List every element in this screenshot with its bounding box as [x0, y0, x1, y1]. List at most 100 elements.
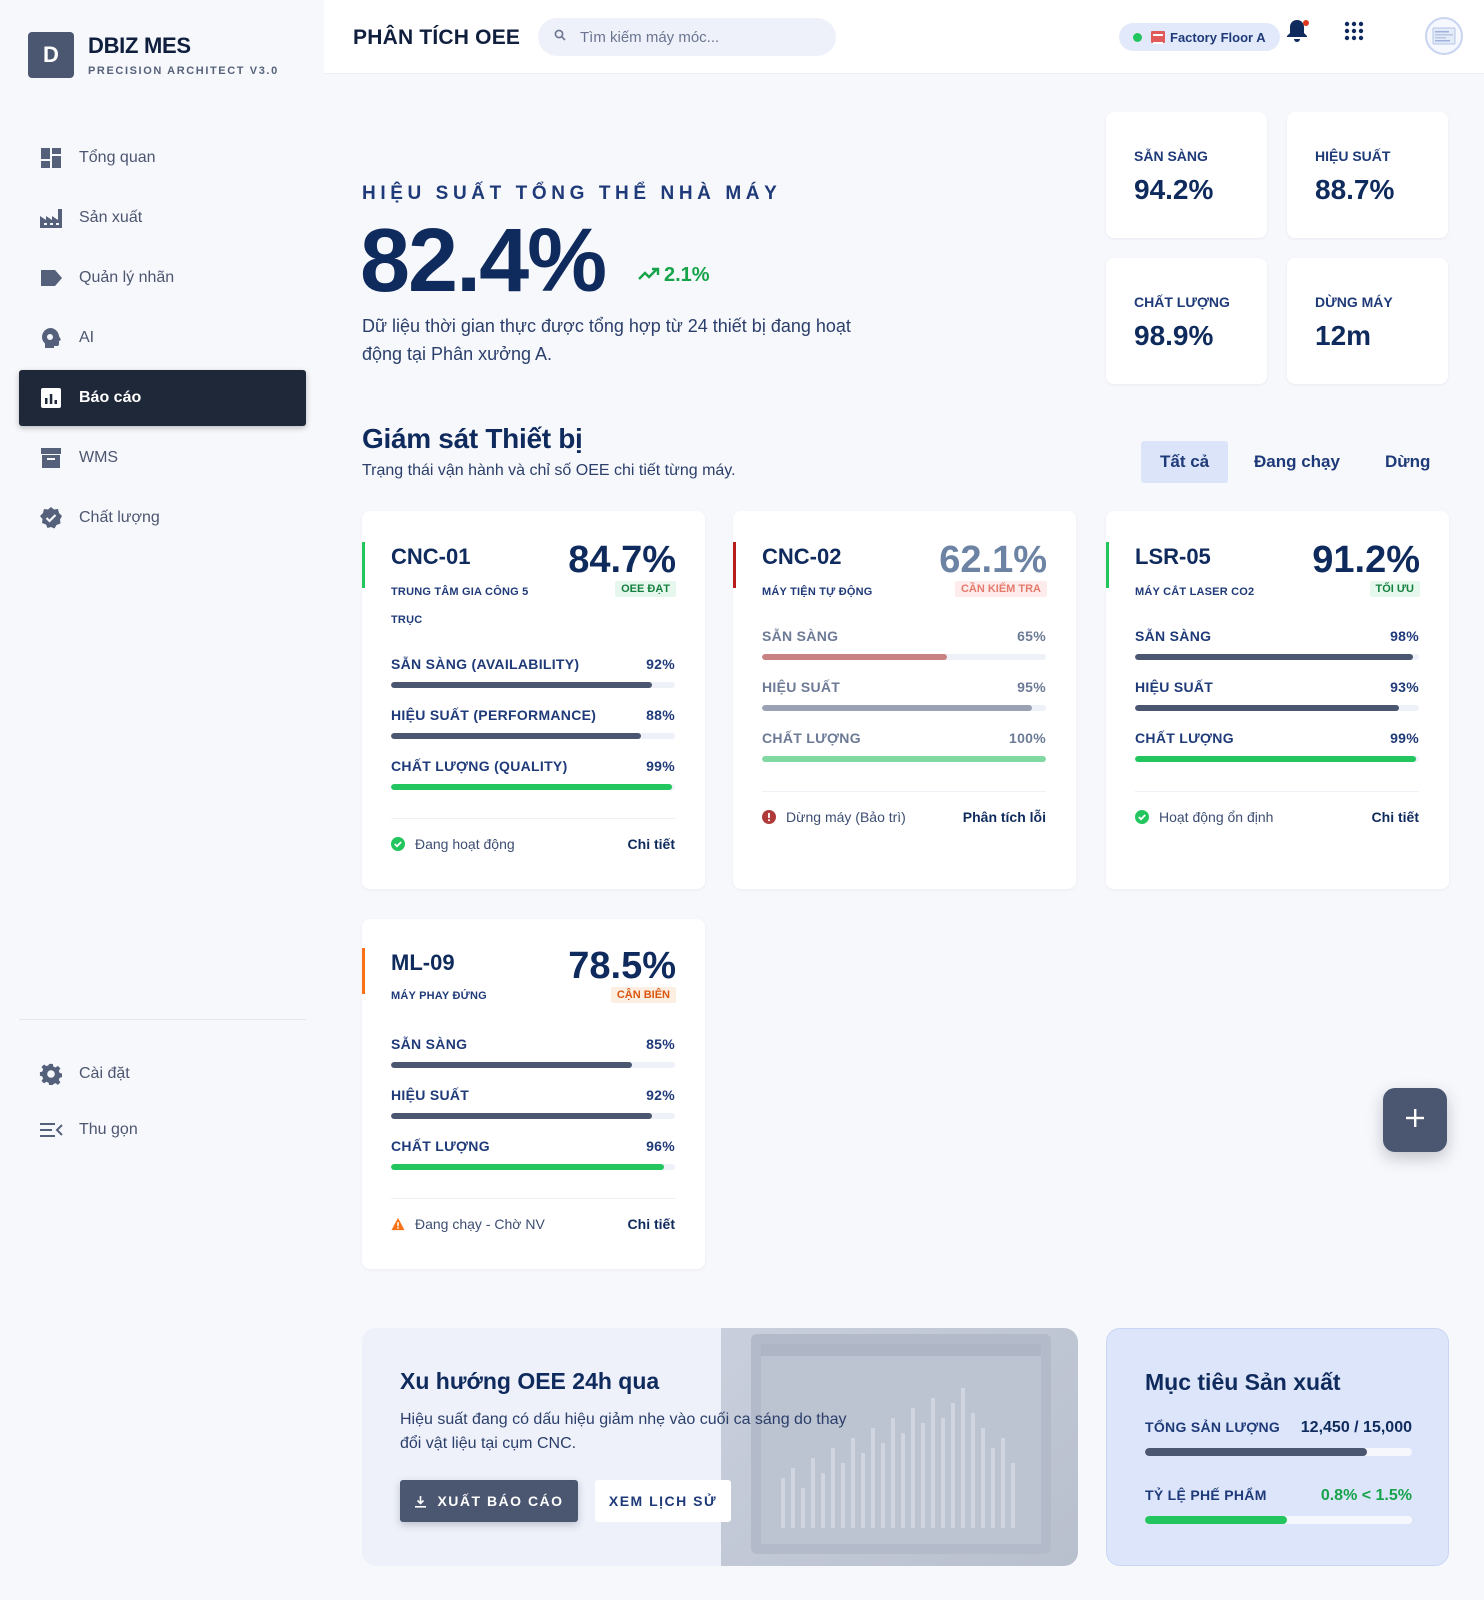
laptop-chart-image	[721, 1328, 1078, 1566]
machine-oee: 78.5%	[568, 945, 676, 987]
details-link[interactable]: Chi tiết	[1371, 808, 1419, 825]
machine-card-cnc-01[interactable]: CNC-01 TRUNG TÂM GIA CÔNG 5 TRỤC 84.7% O…	[362, 511, 705, 889]
details-link[interactable]: Chi tiết	[627, 835, 675, 852]
kpi-label: CHẤT LƯỢNG	[1134, 294, 1230, 310]
metric-fill	[762, 705, 1032, 711]
metric-quality: CHẤT LƯỢNG 99%	[1135, 730, 1419, 762]
sidebar-item-quality[interactable]: Chất lượng	[19, 490, 306, 546]
add-button[interactable]	[1383, 1088, 1447, 1152]
metric-value: 99%	[646, 758, 675, 774]
output-progress-track	[1145, 1448, 1412, 1456]
metric-fill	[1135, 654, 1414, 660]
machine-card-ml-09[interactable]: ML-09 MÁY PHAY ĐỨNG 78.5% CẬN BIÊN SẴN S…	[362, 919, 705, 1269]
sidebar-item-label: Cài đặt	[79, 1065, 130, 1082]
sidebar-item-label: Tổng quan	[79, 149, 156, 166]
metric-value: 99%	[1390, 730, 1419, 746]
status-badge: TỐI ƯU	[1369, 581, 1420, 597]
metric-label: CHẤT LƯỢNG (QUALITY)	[391, 758, 568, 774]
apps-grid-button[interactable]	[1339, 18, 1369, 48]
metric-fill	[391, 1164, 664, 1170]
metric-value: 100%	[1008, 730, 1046, 746]
machine-id: CNC-01	[391, 544, 471, 569]
metric-value: 92%	[646, 656, 675, 672]
details-link[interactable]: Chi tiết	[627, 1215, 675, 1232]
export-report-button[interactable]: XUẤT BÁO CÁO	[400, 1480, 578, 1522]
search-input[interactable]	[580, 28, 810, 46]
apps-grid-icon	[1344, 21, 1364, 46]
goal-title: Mục tiêu Sản xuất	[1145, 1369, 1341, 1395]
sidebar-item-labels[interactable]: Quản lý nhãn	[19, 250, 306, 306]
verified-badge-icon	[39, 506, 63, 530]
sidebar-item-label: Chất lượng	[79, 509, 160, 526]
metric-fill	[762, 654, 947, 660]
oee-trend: 2.1%	[638, 264, 710, 287]
oee-trend-card: Xu hướng OEE 24h qua Hiệu suất đang có d…	[362, 1328, 1078, 1566]
sidebar-item-label: Sản xuất	[79, 209, 143, 226]
sidebar-item-ai[interactable]: AI	[19, 310, 306, 366]
metric-fill	[391, 733, 641, 739]
download-icon	[414, 1495, 427, 1508]
brand[interactable]: D DBIZ MES PRECISION ARCHITECT V3.0	[28, 32, 279, 78]
sidebar-item-production[interactable]: Sản xuất	[19, 190, 306, 246]
metric-track	[1135, 654, 1419, 660]
sidebar-item-overview[interactable]: Tổng quan	[19, 130, 306, 186]
kpi-quality: CHẤT LƯỢNG 98.9%	[1106, 258, 1267, 384]
sidebar-item-collapse[interactable]: Thu gọn	[19, 1104, 306, 1156]
metric-fill	[391, 682, 653, 688]
machine-id: CNC-02	[762, 544, 842, 569]
sidebar-item-wms[interactable]: WMS	[19, 430, 306, 486]
metric-availability: SẴN SÀNG 85%	[391, 1036, 675, 1068]
metric-label: HIỆU SUẤT (PERFORMANCE)	[391, 707, 597, 723]
machine-name: TRUNG TÂM GIA CÔNG 5 TRỤC	[391, 586, 529, 626]
metric-fill	[391, 784, 673, 790]
machine-card-lsr-05[interactable]: LSR-05 MÁY CẮT LASER CO2 91.2% TỐI ƯU SẴ…	[1106, 511, 1449, 889]
metric-track	[762, 654, 1046, 660]
error-analysis-link[interactable]: Phân tích lỗi	[962, 808, 1046, 825]
sidebar-item-settings[interactable]: Cài đặt	[19, 1048, 306, 1100]
sidebar-item-reports[interactable]: Báo cáo	[19, 370, 306, 426]
factory-selector[interactable]: Factory Floor A	[1119, 23, 1280, 51]
top-header: PHÂN TÍCH OEE Factory Floor A	[324, 0, 1484, 74]
metric-track	[1135, 756, 1419, 762]
hero-description: Dữ liệu thời gian thực được tổng hợp từ …	[362, 316, 851, 364]
machine-status: Đang chạy - Chờ NV	[415, 1215, 545, 1232]
trending-up-icon	[638, 264, 660, 287]
output-progress-fill	[1145, 1448, 1367, 1456]
machine-name: MÁY TIỆN TỰ ĐỘNG	[762, 586, 873, 598]
machine-footer: Đang hoạt động Chi tiết	[391, 818, 675, 868]
machine-id: LSR-05	[1135, 544, 1211, 569]
status-badge: CẦN KIỂM TRA	[954, 581, 1047, 597]
notifications-button[interactable]	[1282, 18, 1312, 48]
view-history-button[interactable]: XEM LỊCH SỬ	[595, 1480, 731, 1522]
status-accent-bar	[362, 542, 365, 588]
filter-tab-all[interactable]: Tất cả	[1141, 441, 1229, 483]
metric-label: CHẤT LƯỢNG	[1135, 730, 1234, 746]
machine-card-cnc-02[interactable]: CNC-02 MÁY TIỆN TỰ ĐỘNG 62.1% CẦN KIỂM T…	[733, 511, 1076, 889]
metric-availability: SẴN SÀNG 65%	[762, 628, 1046, 660]
search-box[interactable]	[538, 18, 836, 56]
factory-icon	[39, 206, 63, 230]
output-value: 12,450 / 15,000	[1300, 1419, 1412, 1436]
user-avatar[interactable]	[1425, 17, 1463, 55]
metric-label: CHẤT LƯỢNG	[391, 1138, 490, 1154]
plus-icon	[1405, 1108, 1425, 1133]
metric-label: HIỆU SUẤT	[762, 679, 841, 695]
metric-quality: CHẤT LƯỢNG 100%	[762, 730, 1046, 762]
metric-value: 85%	[646, 1036, 675, 1052]
scrap-value: 0.8% < 1.5%	[1320, 1487, 1412, 1504]
metric-performance: HIỆU SUẤT (PERFORMANCE) 88%	[391, 707, 675, 739]
metric-fill	[1135, 705, 1400, 711]
factory-label: Factory Floor A	[1170, 29, 1266, 45]
metric-fill	[391, 1062, 633, 1068]
overall-oee-value: 82.4%	[360, 211, 607, 311]
ai-head-icon	[39, 326, 63, 350]
metric-label: HIỆU SUẤT	[1135, 679, 1214, 695]
status-accent-bar	[733, 542, 736, 588]
kpi-downtime: DỪNG MÁY 12m	[1287, 258, 1448, 384]
kpi-label: HIỆU SUẤT	[1315, 148, 1391, 164]
metric-track	[391, 682, 675, 688]
status-accent-bar	[1106, 542, 1109, 588]
filter-tab-running[interactable]: Đang chạy	[1254, 452, 1340, 471]
metric-fill	[391, 1113, 653, 1119]
filter-tab-stopped[interactable]: Dừng	[1385, 452, 1431, 471]
